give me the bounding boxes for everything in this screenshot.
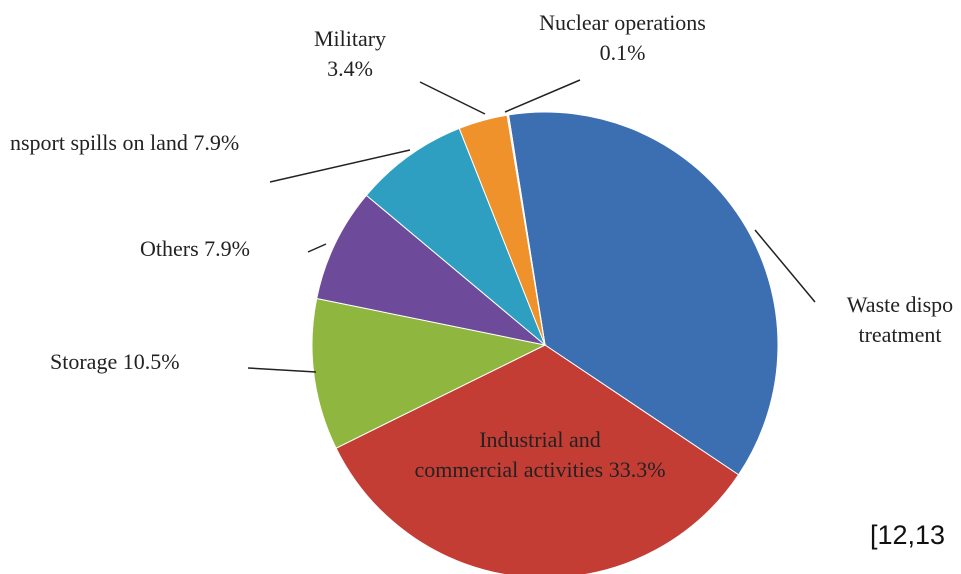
pie-slice — [335, 344, 740, 574]
slice-label: Storage 10.5% — [50, 347, 310, 377]
slice-label: nsport spills on land 7.9% — [10, 128, 410, 158]
value-label: 10.5% — [122, 349, 180, 374]
category-label: nsport spills on land — [10, 130, 188, 155]
leader-line — [307, 243, 327, 253]
pie — [311, 111, 779, 574]
slice-label: Military 3.4% — [290, 24, 410, 84]
value-label: 33.3% — [608, 457, 666, 482]
leader-line — [754, 229, 816, 303]
category-label: Storage — [50, 349, 118, 374]
slice-label: Others 7.9% — [140, 234, 340, 264]
slice-label: Industrial and commercial activities 33.… — [340, 425, 740, 485]
value-label: 7.9% — [193, 130, 240, 155]
pie-slice — [365, 127, 546, 346]
category-label: Military — [313, 26, 387, 51]
slice-label: Nuclear operations 0.1% — [490, 8, 755, 68]
leader-line — [247, 367, 317, 373]
category-label: Industrial and commercial activities — [414, 427, 604, 482]
pie-slice — [507, 111, 779, 476]
pie-slice — [506, 114, 546, 346]
category-label: Waste dispo treatment — [846, 292, 954, 347]
leader-lines — [247, 79, 816, 373]
category-label: Others — [140, 236, 199, 261]
value-label: 3.4% — [327, 56, 373, 81]
pie-slice — [316, 194, 546, 346]
value-label: 7.9% — [204, 236, 250, 261]
source-note: [12,13 — [870, 520, 946, 550]
slice-label: Waste dispo treatment — [810, 290, 961, 350]
value-label: 0.1% — [599, 40, 646, 65]
leader-line — [504, 79, 581, 113]
leader-line — [269, 149, 411, 183]
pie-slice — [311, 297, 547, 449]
leader-line — [419, 81, 486, 115]
category-label: Nuclear operations — [539, 10, 706, 35]
